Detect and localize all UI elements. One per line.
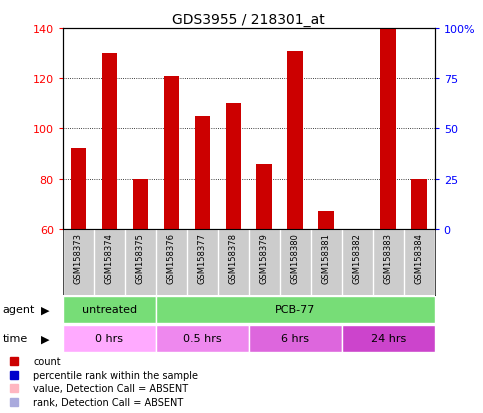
Title: GDS3955 / 218301_at: GDS3955 / 218301_at <box>172 12 325 26</box>
Text: GSM158381: GSM158381 <box>322 233 331 283</box>
Bar <box>256 164 272 229</box>
Text: GSM158378: GSM158378 <box>229 233 238 283</box>
Text: 24 hrs: 24 hrs <box>370 334 406 344</box>
Text: GSM158376: GSM158376 <box>167 233 176 283</box>
Text: ▶: ▶ <box>41 305 50 315</box>
Text: 0.5 hrs: 0.5 hrs <box>183 334 222 344</box>
Text: GSM158375: GSM158375 <box>136 233 145 283</box>
Bar <box>156 325 249 351</box>
Bar <box>381 29 396 229</box>
Text: GSM158382: GSM158382 <box>353 233 362 283</box>
Text: GSM158379: GSM158379 <box>260 233 269 283</box>
Bar <box>342 325 435 351</box>
Bar <box>164 76 179 229</box>
Text: value, Detection Call = ABSENT: value, Detection Call = ABSENT <box>33 384 188 394</box>
Text: percentile rank within the sample: percentile rank within the sample <box>33 370 198 380</box>
Bar <box>132 179 148 229</box>
Text: untreated: untreated <box>82 305 137 315</box>
Bar <box>318 212 334 229</box>
Bar <box>101 54 117 229</box>
Text: ▶: ▶ <box>41 334 50 344</box>
Text: count: count <box>33 357 61 367</box>
Text: rank, Detection Call = ABSENT: rank, Detection Call = ABSENT <box>33 397 184 407</box>
Bar <box>412 179 427 229</box>
Bar <box>63 297 156 323</box>
Text: GSM158383: GSM158383 <box>384 233 393 283</box>
Bar <box>249 325 342 351</box>
Text: GSM158373: GSM158373 <box>74 233 83 283</box>
Bar <box>71 149 86 229</box>
Bar <box>156 297 435 323</box>
Text: GSM158377: GSM158377 <box>198 233 207 283</box>
Text: 0 hrs: 0 hrs <box>95 334 123 344</box>
Text: 6 hrs: 6 hrs <box>281 334 309 344</box>
Text: GSM158380: GSM158380 <box>291 233 300 283</box>
Bar <box>63 325 156 351</box>
Bar <box>287 52 303 229</box>
Bar <box>226 104 241 229</box>
Text: time: time <box>2 334 28 344</box>
Text: PCB-77: PCB-77 <box>275 305 315 315</box>
Text: GSM158384: GSM158384 <box>415 233 424 283</box>
Text: GSM158374: GSM158374 <box>105 233 114 283</box>
Text: agent: agent <box>2 305 35 315</box>
Bar <box>195 116 210 229</box>
